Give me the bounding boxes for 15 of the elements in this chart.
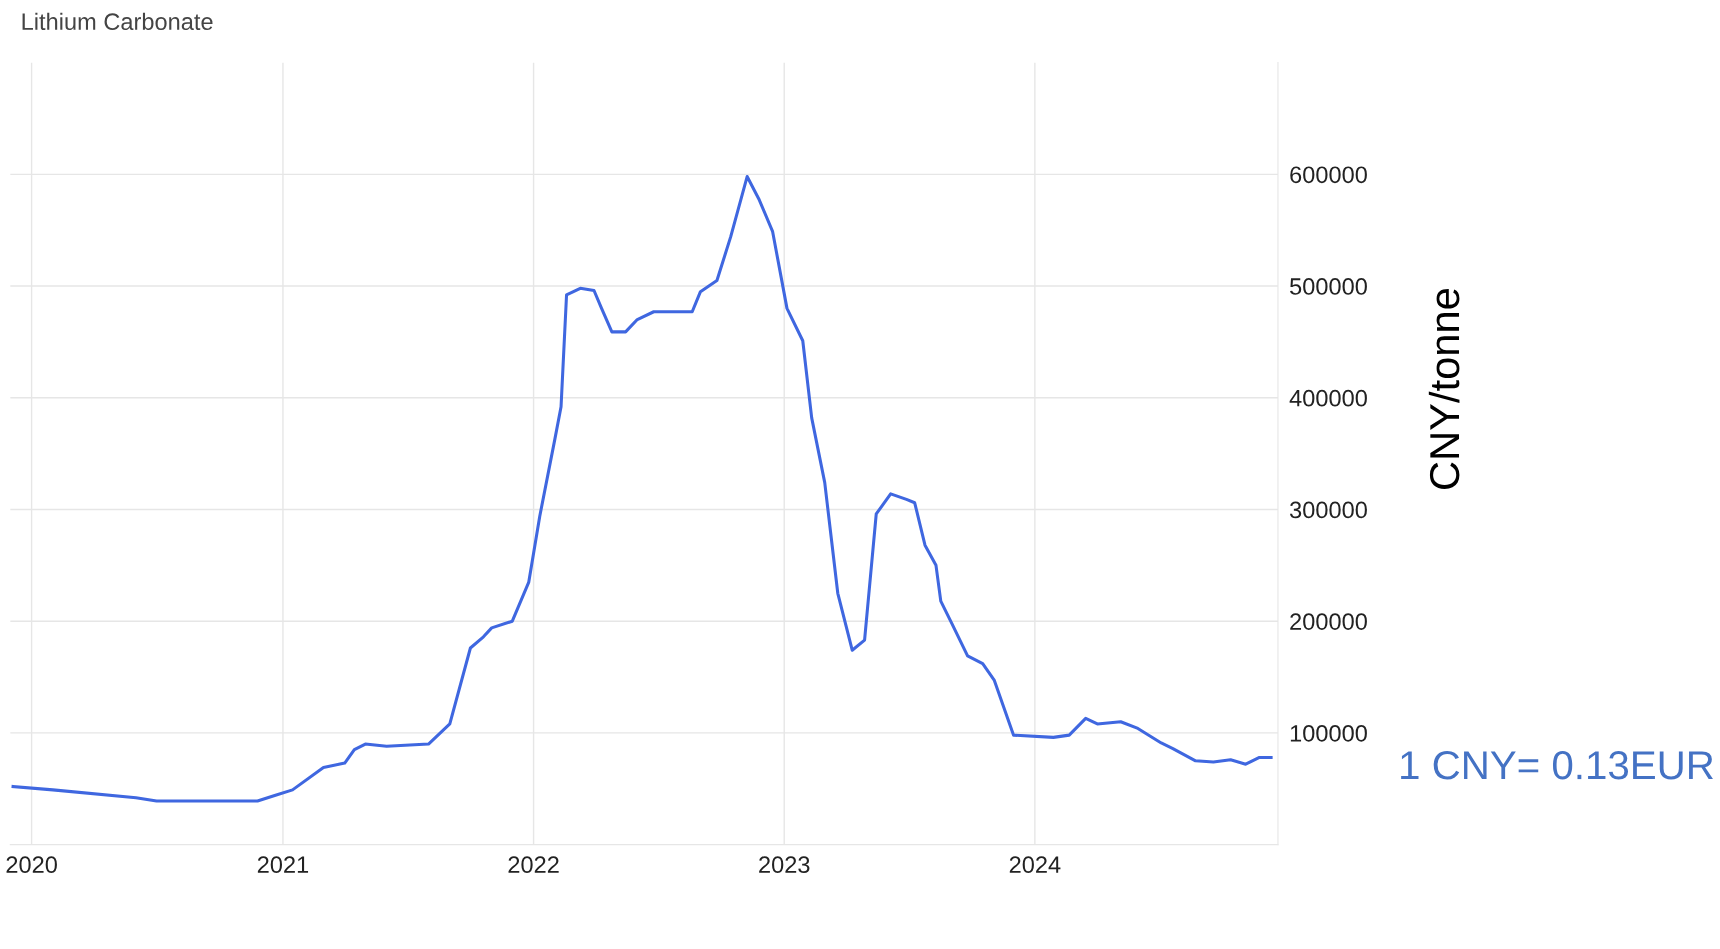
y-tick-label: 400000: [1289, 389, 1367, 407]
y-tick-label: 100000: [1290, 724, 1367, 742]
x-tick-label: 2023: [759, 856, 810, 874]
chart-title: Lithium Carbonate: [22, 12, 213, 31]
y-tick-label: 500000: [1290, 278, 1367, 295]
line-series: [11, 175, 1273, 803]
x-tick-label: 2024: [1009, 856, 1061, 874]
x-tick-label: 2021: [257, 856, 309, 874]
x-tick-label: 2022: [508, 856, 559, 874]
y-tick-label: 600000: [1290, 166, 1367, 184]
y-axis-title: CNY/tonne: [1428, 289, 1460, 489]
text: 1 CNY= 0.13EUR: [1401, 750, 1713, 780]
y-tick-label: 200000: [1290, 613, 1367, 630]
y-tick-label: 300000: [1289, 501, 1367, 519]
x-tick-label: 2020: [6, 856, 57, 874]
